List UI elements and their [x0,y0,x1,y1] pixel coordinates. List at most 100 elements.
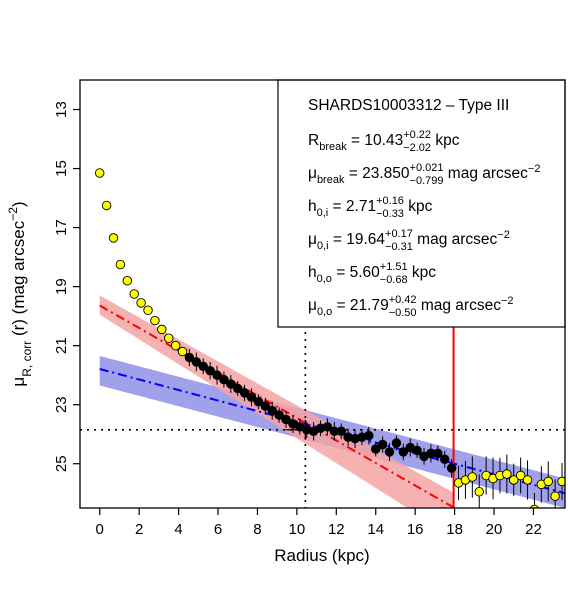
legend-entry: h0,o = 5.60+1.51 −0.68 kpc [308,261,436,286]
y-tick-label: 25 [53,455,70,472]
excluded-outer-point [467,472,478,482]
entry-unit: mag arcsec [417,297,502,314]
fitted-point [260,401,271,411]
x-tick-label: 0 [96,521,104,538]
excluded-inner-point [122,275,133,286]
x-tick-label: 14 [367,521,384,538]
entry-symbol: h [308,264,317,281]
entry-err-plus: +0.16 [376,195,404,207]
excluded-inner-point [157,324,167,335]
fitted-point [246,392,257,403]
x-tick-label: 2 [135,521,143,538]
excluded-inner-point [94,168,105,178]
y-title-base: μ [9,377,28,387]
legend-entry: Rbreak = 10.43+0.22 −2.02 kpc [308,129,460,154]
fitted-point [336,426,346,437]
x-tick-label: 16 [407,521,424,538]
y-title-sup: −2 [6,207,20,221]
inner-disk-band [99,295,455,508]
y-axis-title: μR, corr (r) (mag arcsec−2) [6,201,34,386]
excluded-inner-point [163,333,174,344]
legend-entry: μ0,o = 21.79+0.42 −0.50 mag arcsec−2 [308,294,514,319]
y-title-close: ) [9,201,28,207]
entry-subscript: 0,o [317,273,332,285]
excluded-outer-point [515,470,526,481]
fitted-point [239,388,250,398]
entry-value: = 2.71 [328,198,376,215]
fitted-point [439,454,450,465]
entry-symbol: μ [308,231,317,248]
fitted-point [205,365,215,376]
fitted-point [391,438,402,448]
entry-value: = 10.43 [347,132,403,149]
y-tick-label: 21 [53,337,70,354]
x-tick-label: 10 [289,521,306,538]
entry-err-minus: −0.50 [389,307,417,319]
entry-err-minus: −0.31 [385,241,413,253]
x-tick-label: 20 [486,521,503,538]
entry-err-plus: +1.51 [380,261,408,273]
excluded-outer-point [474,487,484,497]
entry-symbol: μ [308,297,317,314]
entry-unit-sup: −2 [528,163,541,175]
entry-unit: kpc [431,132,460,149]
x-axis-title: Radius (kpc) [274,546,369,565]
y-title-sub: R, corr [20,341,34,377]
data-points [94,168,565,508]
entry-value: = 5.60 [332,264,380,281]
y-tick-label: 23 [53,396,70,413]
fitted-point [232,383,243,394]
excluded-inner-point [108,233,119,243]
entry-symbol: R [308,132,319,149]
entry-unit-sup: −2 [501,295,514,307]
legend-entry: μ0,i = 19.64+0.17 −0.31 mag arcsec−2 [308,228,510,253]
y-tick-label: 13 [53,101,70,118]
x-tick-label: 8 [253,521,261,538]
entry-value: = 23.850 [344,165,409,182]
x-tick-label: 18 [446,521,463,538]
excluded-inner-point [143,305,153,315]
entry-symbol: μ [308,165,317,182]
y-tick-label: 17 [53,219,70,236]
excluded-outer-point [522,475,533,485]
x-tick-label: 12 [328,521,345,538]
entry-subscript: 0,i [317,207,329,219]
excluded-outer-point [557,476,565,487]
excluded-inner-point [129,289,139,299]
entry-value: = 21.79 [332,297,388,314]
entry-err-plus: +0.22 [403,129,431,141]
excluded-inner-point [115,259,126,270]
y-title-rest: (r) (mag arcsec [9,220,28,340]
entry-subscript: break [317,174,345,186]
fitted-point [191,357,202,367]
fitted-point [370,444,381,454]
entry-unit: mag arcsec [444,165,529,182]
entry-symbol: h [308,198,317,215]
entry-err-plus: +0.021 [410,162,444,174]
excluded-inner-point [136,298,146,308]
excluded-outer-point [529,504,539,508]
entry-unit: mag arcsec [413,231,498,248]
fitted-point [384,447,395,457]
legend-entry: h0,i = 2.71+0.16 −0.33 kpc [308,195,433,220]
fitted-point [281,414,291,425]
y-tick-label: 19 [53,278,70,295]
y-tick-label: 15 [53,160,70,177]
fitted-point [212,370,222,380]
entry-err-minus: −2.02 [403,142,431,154]
fitted-point [364,430,374,441]
fitted-point [274,410,284,420]
entry-err-minus: −0.799 [410,175,444,187]
excluded-inner-point [150,315,160,326]
fitted-point [184,352,195,363]
fitted-point [398,447,409,457]
entry-err-minus: −0.33 [376,208,404,220]
legend-entry: μbreak = 23.850+0.021 −0.799 mag arcsec−2 [308,162,540,187]
fitted-point [198,361,208,372]
fitted-point [412,445,422,456]
inner-disk-fit-line [99,304,456,508]
fitted-point [267,405,277,416]
x-tick-label: 4 [174,521,182,538]
